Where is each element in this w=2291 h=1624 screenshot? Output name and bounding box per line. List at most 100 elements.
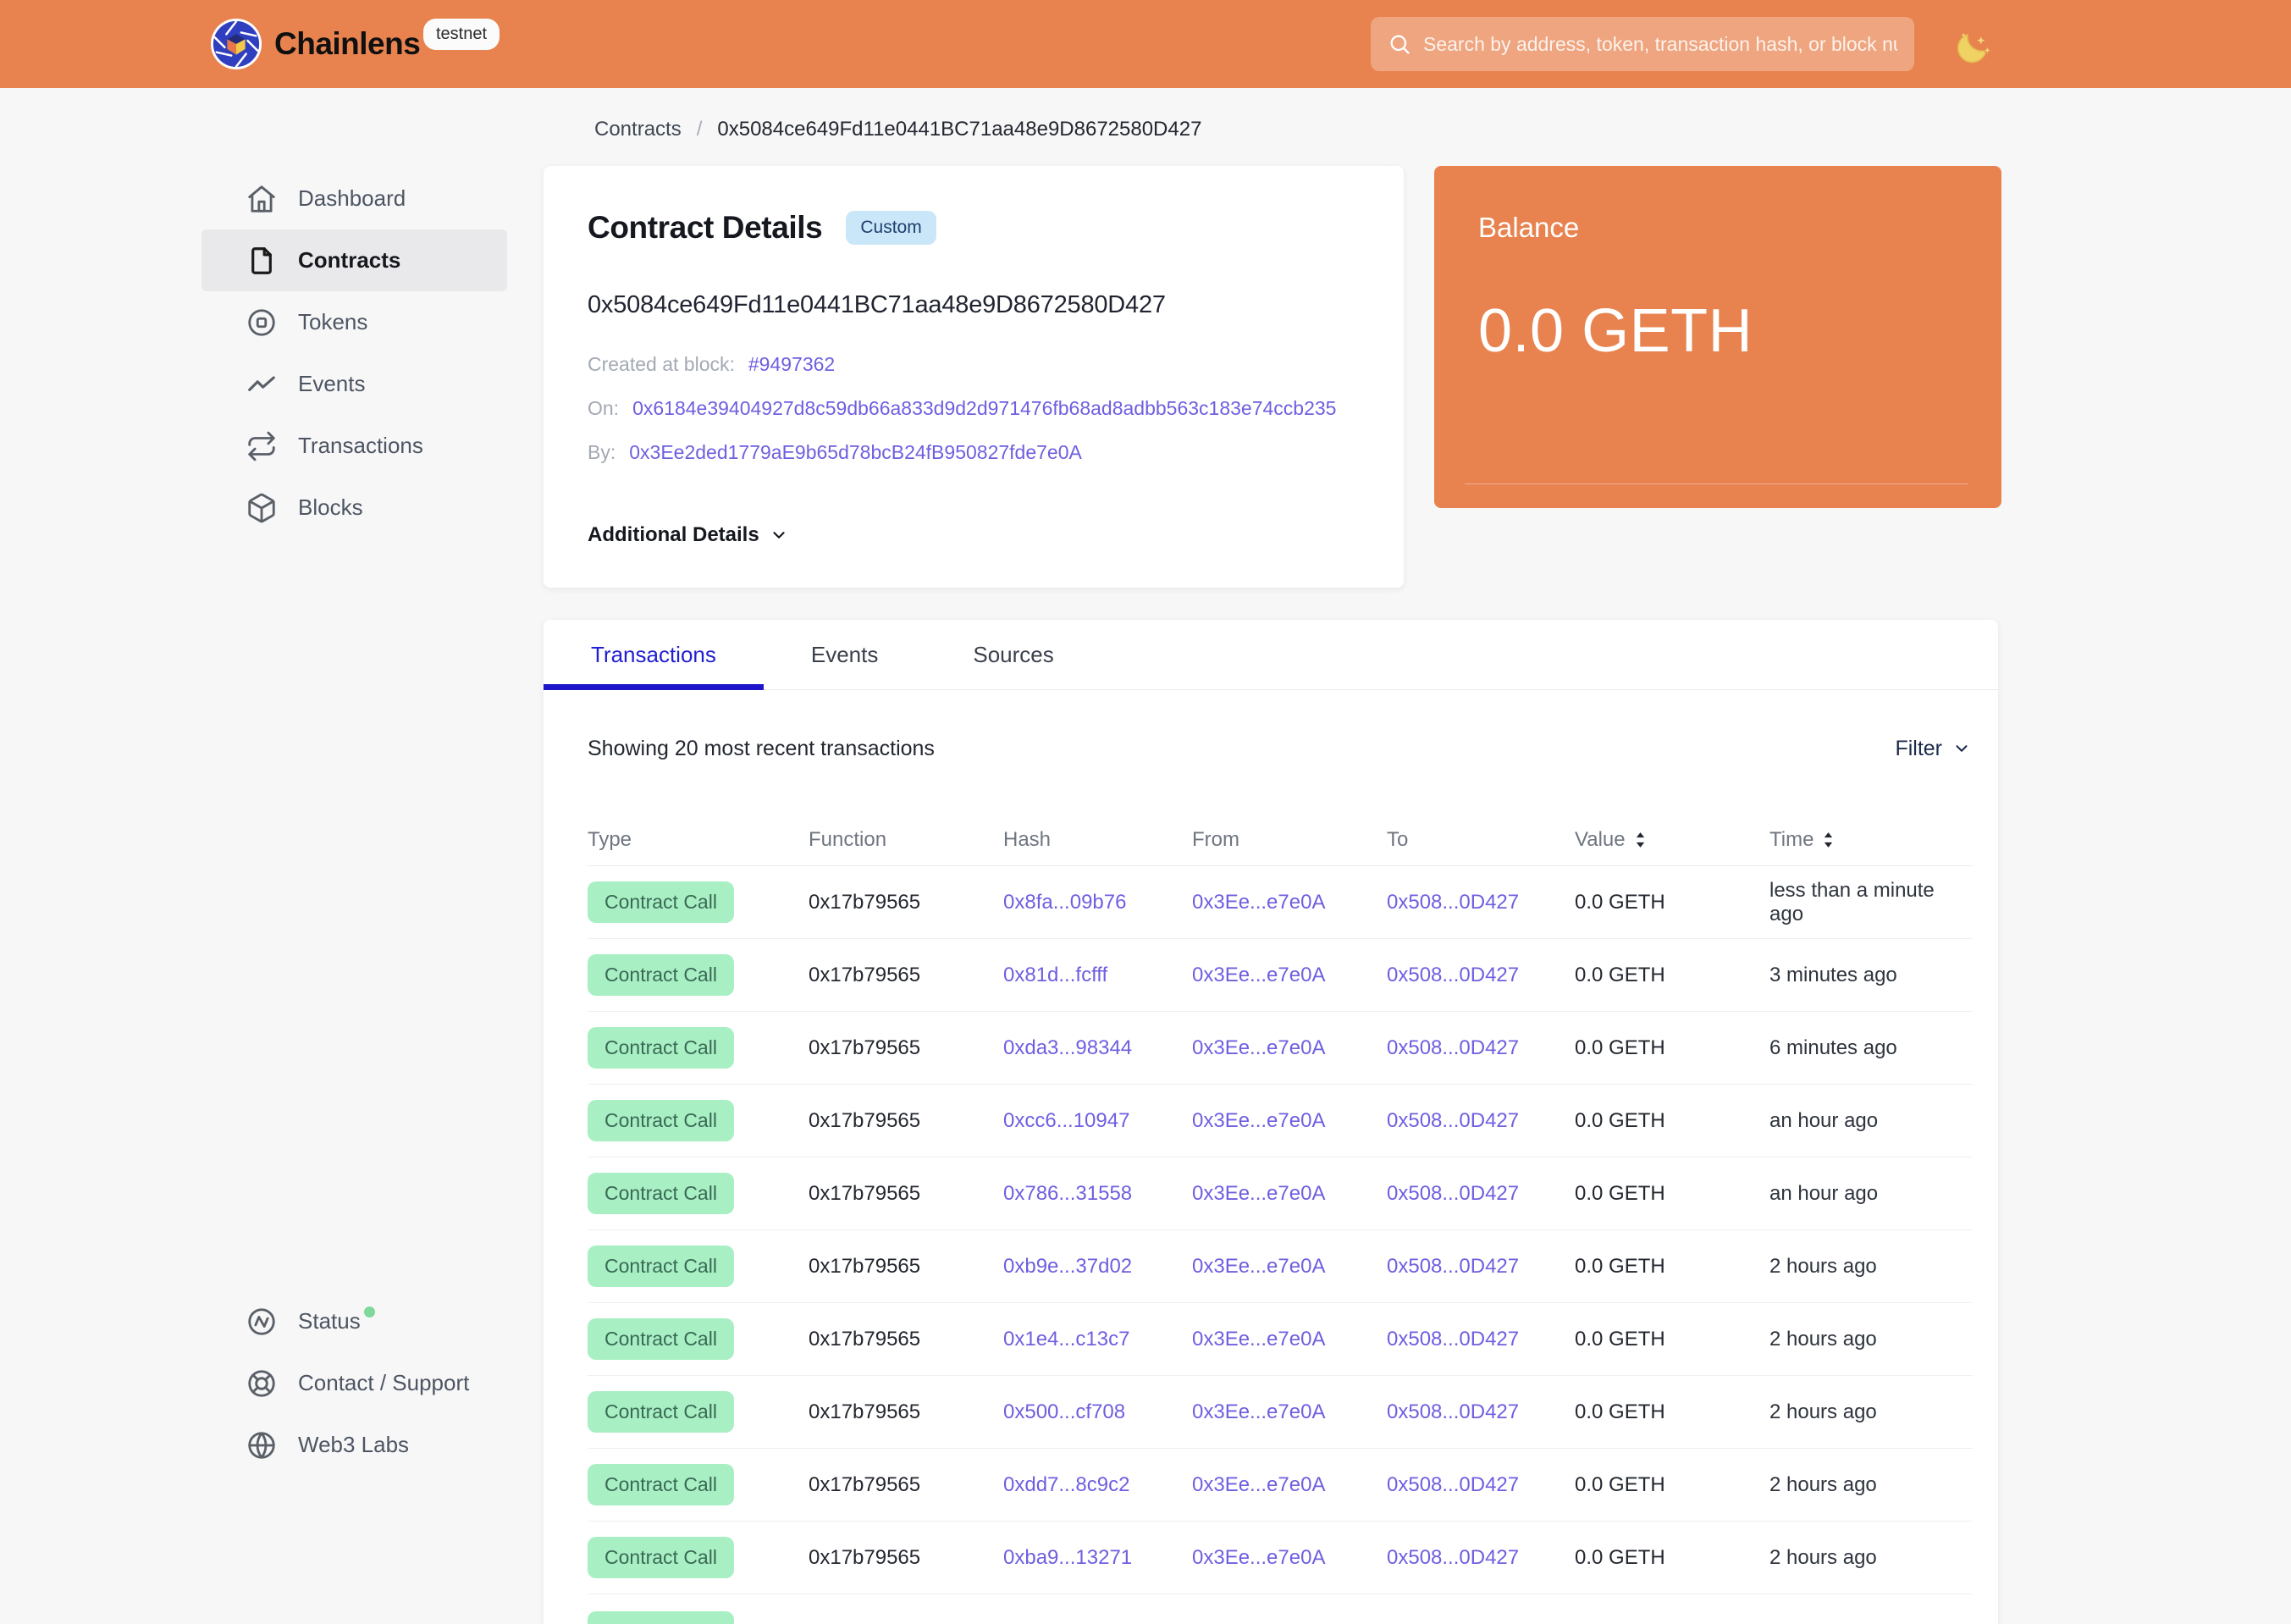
tx-to-link[interactable]: 0x508...0D427 [1387, 1254, 1520, 1278]
tx-time: an hour ago [1769, 1181, 1879, 1205]
tx-value: 0.0 GETH [1575, 1472, 1665, 1496]
tab-transactions[interactable]: Transactions [544, 620, 764, 690]
column-header-time-sort[interactable]: Time [1769, 828, 1835, 852]
transaction-row: Contract Call 0x17b79565 0xdd7...8c9c2 0… [588, 1449, 1973, 1522]
tab-sources[interactable]: Sources [973, 641, 1054, 667]
tx-hash-link[interactable]: 0x786...31558 [1003, 1181, 1133, 1205]
tx-hash-link[interactable]: 0x1e4...c13c7 [1003, 1327, 1130, 1351]
tx-type-badge: Contract Call [588, 1611, 734, 1624]
column-header-value-sort[interactable]: Value [1575, 828, 1647, 852]
sidebar-item-label: Dashboard [298, 185, 406, 211]
search-input[interactable] [1423, 32, 1897, 56]
tx-from-link[interactable]: 0x3Ee...e7e0A [1192, 963, 1326, 986]
balance-divider [1465, 483, 1968, 484]
tx-to-link[interactable]: 0x508...0D427 [1387, 1545, 1520, 1569]
repeat-icon [248, 431, 275, 461]
tx-from-link[interactable]: 0x3Ee...e7e0A [1192, 1181, 1326, 1205]
contract-address: 0x5084ce649Fd11e0441BC71aa48e9D8672580D4… [588, 291, 1166, 318]
transactions-card: Transactions Events Sources Showing 20 m… [544, 620, 1998, 1624]
sidebar-nav: Dashboard Contracts Tokens Events Transa… [201, 168, 507, 539]
creator-address-link[interactable]: 0x3Ee2ded1779aE9b65d78bcB24fB950827fde7e… [629, 441, 1082, 463]
sidebar-item-web3-labs[interactable]: Web3 Labs [201, 1414, 507, 1476]
tx-from-link[interactable]: 0x3Ee...e7e0A [1192, 890, 1326, 914]
table-header-row: Type Function Hash From To Value Time [588, 814, 1973, 866]
tx-hash-link[interactable]: 0xb9e...37d02 [1003, 1254, 1133, 1278]
tx-from-link[interactable]: 0x3Ee...e7e0A [1192, 1108, 1326, 1132]
tx-hash-link[interactable]: 0x500...cf708 [1003, 1400, 1126, 1423]
tx-value: 0.0 GETH [1575, 1254, 1665, 1278]
tx-from-link[interactable]: 0x3Ee...e7e0A [1192, 1254, 1326, 1278]
breadcrumb-contracts-link[interactable]: Contracts [594, 118, 682, 141]
activity-icon [248, 376, 275, 391]
balance-title: Balance [1478, 212, 1580, 243]
created-block-link[interactable]: #9497362 [748, 353, 836, 375]
tx-to-link[interactable]: 0x508...0D427 [1387, 1036, 1520, 1059]
filter-label: Filter [1895, 736, 1942, 760]
lifebuoy-icon [248, 1369, 275, 1397]
sort-icon [1636, 831, 1644, 848]
sidebar-item-tokens[interactable]: Tokens [201, 291, 507, 353]
tx-to-link[interactable]: 0x508...0D427 [1387, 890, 1520, 914]
tx-value: 0.0 GETH [1575, 1108, 1665, 1132]
table-body: Contract Call 0x17b79565 0x8fa...09b76 0… [588, 866, 1973, 1624]
balance-card: Balance 0.0 GETH [1434, 166, 2001, 508]
globe-icon [248, 1431, 275, 1459]
tx-to-link[interactable]: 0x508...0D427 [1387, 1108, 1520, 1132]
tx-type-badge: Contract Call [588, 1318, 734, 1360]
tx-hash-link[interactable]: 0xba9...13271 [1003, 1545, 1133, 1569]
document-icon [251, 246, 272, 274]
tx-from-link[interactable]: 0x3Ee...e7e0A [1192, 1545, 1326, 1569]
tab-events[interactable]: Events [810, 641, 879, 667]
column-header-type: Type [588, 827, 632, 851]
sidebar-item-transactions[interactable]: Transactions [201, 415, 507, 477]
custom-badge: Custom [846, 211, 936, 245]
tx-hash-link[interactable]: 0xda3...98344 [1003, 1036, 1133, 1059]
tx-type-badge: Contract Call [588, 1464, 734, 1505]
column-header-from: From [1192, 827, 1239, 851]
tx-from-link[interactable]: 0x3Ee...e7e0A [1192, 1472, 1326, 1496]
tx-function: 0x17b79565 [809, 1472, 921, 1496]
contract-details-card: Contract Details Custom 0x5084ce649Fd11e… [544, 166, 1404, 588]
tx-hash-link[interactable]: 0xcc6...10947 [1003, 1108, 1130, 1132]
breadcrumb: Contracts / 0x5084ce649Fd11e0441BC71aa48… [594, 115, 1201, 144]
tx-to-link[interactable]: 0x508...0D427 [1387, 1400, 1520, 1423]
tx-to-link[interactable]: 0x508...0D427 [1387, 1327, 1520, 1351]
tx-time: 3 minutes ago [1769, 963, 1897, 986]
transaction-row: Contract Call 0x17b79565 0x786...31558 0… [588, 1157, 1973, 1230]
sidebar-item-events[interactable]: Events [201, 353, 507, 415]
tx-to-link[interactable]: 0x508...0D427 [1387, 1181, 1520, 1205]
sidebar-item-label: Status [298, 1308, 361, 1334]
tx-value: 0.0 GETH [1575, 1181, 1665, 1205]
contract-details-title: Contract Details [588, 210, 823, 245]
tx-function: 0x17b79565 [809, 1400, 921, 1423]
sidebar-item-status[interactable]: Status [201, 1290, 507, 1352]
tx-function: 0x17b79565 [809, 1181, 921, 1205]
tx-from-link[interactable]: 0x3Ee...e7e0A [1192, 1327, 1326, 1351]
logo-text: Chainlens [274, 26, 421, 61]
sidebar-item-label: Blocks [298, 494, 363, 520]
tx-type-badge: Contract Call [588, 1100, 734, 1141]
logo[interactable]: Chainlens [210, 0, 421, 88]
tx-hash-link[interactable]: 0x8fa...09b76 [1003, 890, 1127, 914]
status-icon [248, 1307, 275, 1335]
tx-time: 2 hours ago [1769, 1254, 1877, 1278]
tx-to-link[interactable]: 0x508...0D427 [1387, 1472, 1520, 1496]
tx-value: 0.0 GETH [1575, 963, 1665, 986]
tx-from-link[interactable]: 0x3Ee...e7e0A [1192, 1036, 1326, 1059]
tx-to-link[interactable]: 0x508...0D427 [1387, 963, 1520, 986]
moon-icon[interactable] [1951, 24, 1995, 68]
sidebar-item-contracts[interactable]: Contracts [201, 229, 507, 291]
filter-button[interactable]: Filter [1895, 737, 1971, 761]
cube-icon [248, 493, 275, 522]
tx-hash-link[interactable]: 0x81d...fcfff [1003, 963, 1108, 986]
tx-function: 0x17b79565 [809, 890, 921, 914]
sidebar-item-dashboard[interactable]: Dashboard [201, 168, 507, 229]
tx-value: 0.0 GETH [1575, 1327, 1665, 1351]
tx-hash-link[interactable]: 0xdd7...8c9c2 [1003, 1472, 1130, 1496]
tx-from-link[interactable]: 0x3Ee...e7e0A [1192, 1400, 1326, 1423]
sidebar-item-contact-support[interactable]: Contact / Support [201, 1352, 507, 1414]
additional-details-toggle[interactable]: Additional Details [588, 523, 1360, 547]
tx-time: an hour ago [1769, 1108, 1879, 1132]
sidebar-item-blocks[interactable]: Blocks [201, 477, 507, 539]
creation-tx-hash-link[interactable]: 0x6184e39404927d8c59db66a833d9d2d971476f… [632, 397, 1337, 419]
